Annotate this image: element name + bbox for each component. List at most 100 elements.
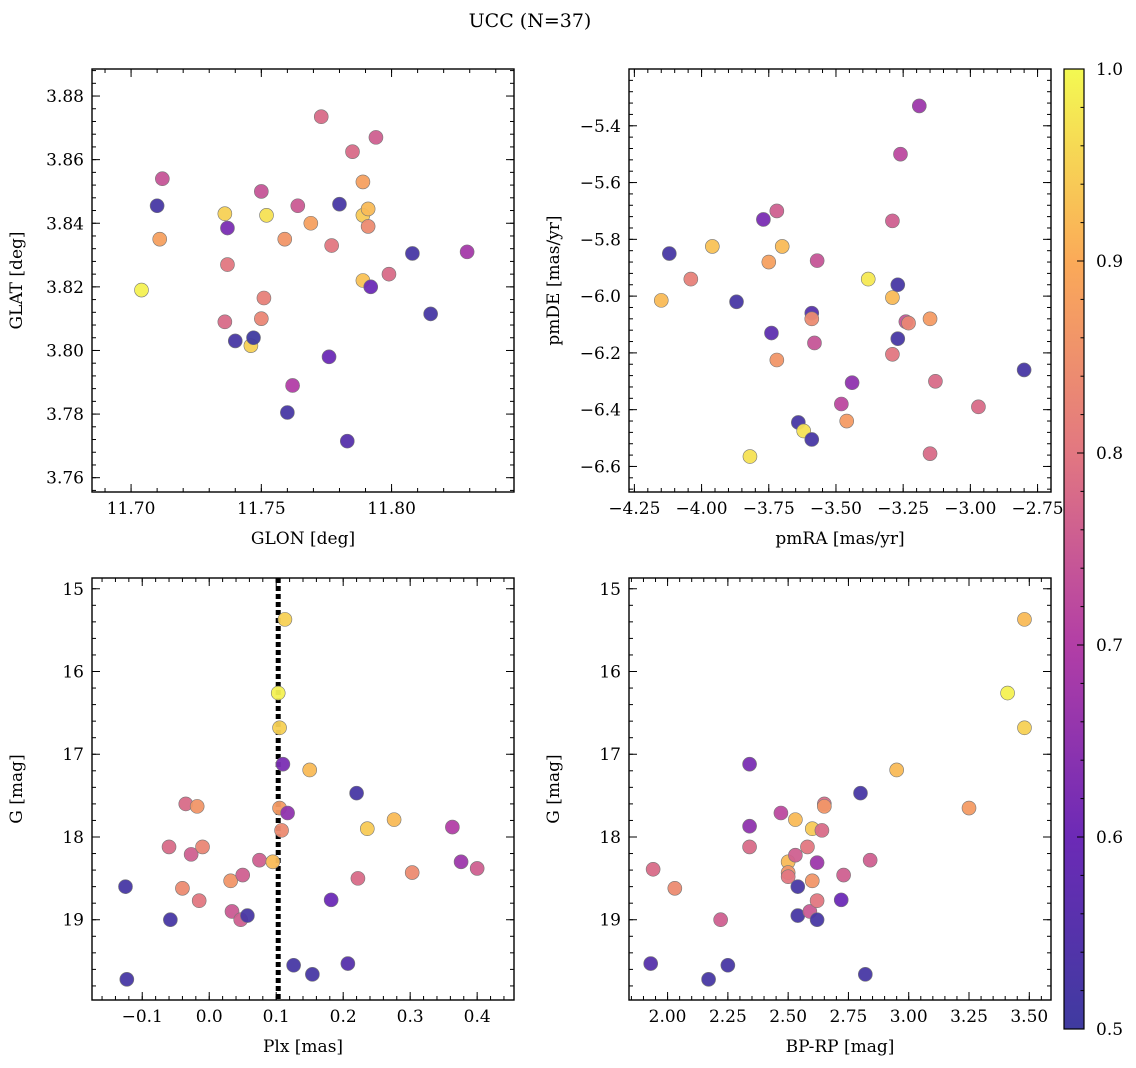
scatter-point [833,892,849,908]
scatter-point [1016,362,1032,378]
scatter-point [119,972,135,987]
scatter-point [809,912,825,928]
y-tick-label: 18 [599,828,621,848]
scatter-point [227,333,243,349]
scatter-point [256,290,272,306]
scatter-point [191,893,207,909]
scatter-point [368,130,384,145]
scatter-point [118,879,133,894]
y-tick-label: −5.4 [580,117,621,137]
scatter-point [860,271,876,287]
scatter-point [274,823,289,838]
x-tick-label: 2.75 [830,1007,868,1027]
y-axis-label: pmDE [mas/yr] [544,215,564,345]
x-tick-label: −3.25 [877,499,929,519]
scatter-point [175,880,190,896]
scatter-point [774,239,790,254]
scatter-point [321,349,337,365]
scatter-point [252,852,267,868]
scatter-point [885,347,900,362]
scatter-point [254,311,269,326]
scatter-point [780,869,796,885]
scatter-point [302,762,317,778]
colorbar-gradient [1063,68,1085,1030]
colorbar-tick-label: 0.9 [1096,252,1123,272]
x-tick-label: −2.75 [1012,499,1064,519]
x-tick-label: 0.3 [397,1007,424,1027]
scatter-point [645,861,661,877]
scatter-point [790,879,806,894]
x-tick-label: −3.00 [944,499,996,519]
scatter-point [683,271,699,287]
scatter-point [788,847,803,863]
scatter-point [280,805,295,821]
scatter-point [901,315,916,331]
scatter-point [756,212,771,227]
y-tick-label: 3.88 [46,87,84,107]
scatter-point [834,396,849,412]
x-tick-label: 11.75 [237,499,286,519]
scatter-point [217,314,233,330]
scatter-point [363,279,379,295]
y-axis-label: G [mag] [544,754,564,823]
scatter-point [742,756,757,772]
colorbar-tick-label: 1.0 [1096,60,1123,80]
scatter-point [277,612,293,627]
scatter-point [817,799,832,814]
x-tick-label: 3.25 [950,1007,988,1027]
scatter-point [928,373,943,389]
x-tick-label: 11.70 [107,499,156,519]
scatter-point [152,231,168,247]
scatter-point [720,957,736,973]
scatter-point [800,839,815,855]
scatter-point [217,206,233,222]
scatter-point [404,865,420,880]
x-axis-label: BP-RP [mag] [786,1037,895,1057]
scatter-point [340,956,356,971]
scatter-point [1000,685,1015,701]
scatter-point [761,254,777,270]
scatter-point [889,762,904,778]
y-tick-label: −5.8 [580,230,621,250]
scatter-point [277,231,293,247]
scatter-point [653,293,669,308]
scatter-point [349,785,364,801]
scatter-point [809,893,825,909]
x-axis-label: Plx [mas] [263,1037,343,1057]
plot-frame [628,68,1052,493]
scatter-point [729,294,744,310]
scatter-panel-3: −0.1 0.0 0.1 0.2 0.3 0.4 15 16 17 18 19 Plx [mas] G … [7,577,515,1057]
scatter-point [360,821,375,837]
y-tick-label: −5.6 [580,174,621,194]
colorbar: 0.5 0.6 0.7 0.8 0.9 1.0 [1063,60,1123,1040]
scatter-point [844,375,860,391]
scatter-point [445,819,460,835]
scatter-point [922,311,938,327]
scatter-point [324,238,339,253]
scatter-point [453,854,469,870]
scatter-point [134,282,149,298]
scatter-point [705,239,720,254]
scatter-point [272,720,287,736]
x-tick-label: −4.25 [608,499,660,519]
scatter-point [893,146,908,162]
y-tick-label: 16 [62,663,84,683]
scatter-point [350,871,366,886]
colorbar-tick-label: 0.7 [1096,636,1123,656]
y-tick-label: 3.82 [46,278,84,298]
scatter-point [286,957,301,973]
scatter-point [836,867,851,883]
scatter-point [858,967,873,982]
colorbar-tick-label: 0.5 [1096,1020,1123,1040]
scatter-point [788,812,803,827]
scatter-point [773,805,789,821]
x-tick-label: −4.00 [676,499,728,519]
scatter-point [459,244,475,260]
scatter-point [804,873,820,889]
scatter-point [807,335,822,351]
x-tick-label: 11.80 [367,499,416,519]
scatter-point [265,854,281,870]
scatter-point [360,219,376,234]
y-tick-label: 19 [599,911,621,931]
